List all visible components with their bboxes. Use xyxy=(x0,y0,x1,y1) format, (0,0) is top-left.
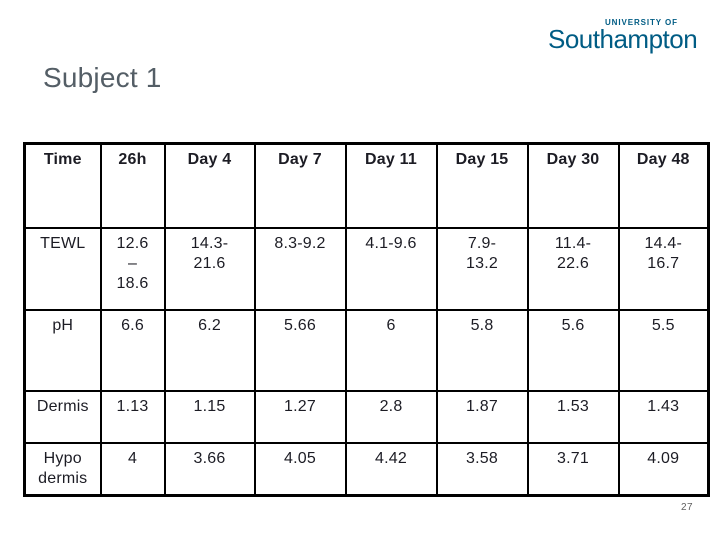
table-cell: 3.71 xyxy=(526,441,620,497)
row-label-ph: pH xyxy=(23,308,102,392)
table-cell: 3.58 xyxy=(435,441,529,497)
table-cell: 3.66 xyxy=(163,441,256,497)
table-cell: 1.15 xyxy=(163,389,256,444)
row-label-hypodermis: Hypo dermis xyxy=(23,441,102,497)
table-cell: 4.05 xyxy=(253,441,347,497)
table-cell: 5.8 xyxy=(435,308,529,392)
table-cell: 4.1-9.6 xyxy=(344,226,438,311)
logo-university-of-text: UNIVERSITY OF xyxy=(605,18,678,27)
table-row-hypodermis: Hypo dermis 4 3.66 4.05 4.42 3.58 3.71 4… xyxy=(23,441,710,497)
table-header-cell-day11: Day 11 xyxy=(344,142,438,229)
table-cell: 1.27 xyxy=(253,389,347,444)
logo-southampton-text: Southampton xyxy=(548,24,698,54)
slide-title: Subject 1 xyxy=(43,62,162,93)
table-cell: 14.3- 21.6 xyxy=(163,226,256,311)
table-header-cell-day48: Day 48 xyxy=(617,142,710,229)
table-cell: 11.4- 22.6 xyxy=(526,226,620,311)
measurements-table: Time 26h Day 4 Day 7 Day 11 Day 15 Day 3… xyxy=(23,142,710,497)
table-header-cell-day15: Day 15 xyxy=(435,142,529,229)
table-header-cell-day30: Day 30 xyxy=(526,142,620,229)
table-cell: 5.5 xyxy=(617,308,710,392)
table-header-row: Time 26h Day 4 Day 7 Day 11 Day 15 Day 3… xyxy=(23,142,710,229)
university-of-southampton-logo: UNIVERSITY OF Southampton xyxy=(548,18,698,54)
table-cell: 1.53 xyxy=(526,389,620,444)
table-cell: 4.42 xyxy=(344,441,438,497)
table-cell: 6 xyxy=(344,308,438,392)
table-row-ph: pH 6.6 6.2 5.66 6 5.8 5.6 5.5 xyxy=(23,308,710,392)
table-cell: 8.3-9.2 xyxy=(253,226,347,311)
table-cell: 5.66 xyxy=(253,308,347,392)
table-header-cell-day7: Day 7 xyxy=(253,142,347,229)
table-cell: 1.13 xyxy=(99,389,166,444)
table-cell: 6.2 xyxy=(163,308,256,392)
table-cell: 6.6 xyxy=(99,308,166,392)
table-cell: 5.6 xyxy=(526,308,620,392)
table-cell: 4.09 xyxy=(617,441,710,497)
table-cell: 14.4- 16.7 xyxy=(617,226,710,311)
table-cell: 12.6 – 18.6 xyxy=(99,226,166,311)
table-row-dermis: Dermis 1.13 1.15 1.27 2.8 1.87 1.53 1.43 xyxy=(23,389,710,444)
table-cell: 4 xyxy=(99,441,166,497)
table-cell: 1.87 xyxy=(435,389,529,444)
table-cell: 7.9- 13.2 xyxy=(435,226,529,311)
table-cell: 1.43 xyxy=(617,389,710,444)
row-label-tewl: TEWL xyxy=(23,226,102,311)
table-cell: 2.8 xyxy=(344,389,438,444)
table-header-cell-26h: 26h xyxy=(99,142,166,229)
table-header-cell-day4: Day 4 xyxy=(163,142,256,229)
table-header-cell-time: Time xyxy=(23,142,102,229)
table-row-tewl: TEWL 12.6 – 18.6 14.3- 21.6 8.3-9.2 4.1-… xyxy=(23,226,710,311)
row-label-dermis: Dermis xyxy=(23,389,102,444)
slide-number: 27 xyxy=(681,502,694,513)
